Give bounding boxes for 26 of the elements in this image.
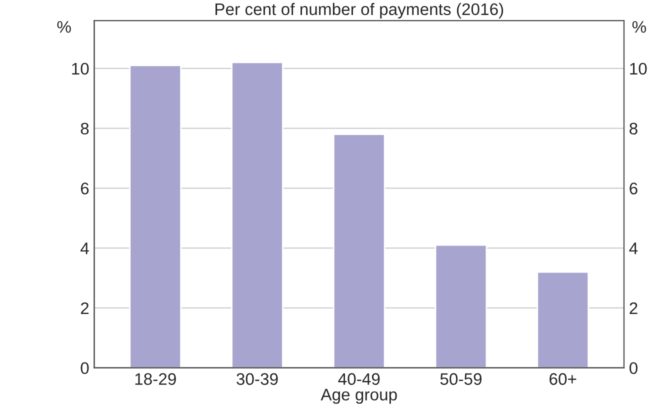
y2-tick-label: 10	[630, 62, 647, 75]
bar	[332, 134, 386, 368]
y-tick-label: 0	[80, 362, 89, 374]
y2-tick-label: 4	[629, 242, 638, 254]
y-tick-label: 10	[72, 62, 89, 75]
x-tick-label: 60+	[550, 373, 576, 385]
x-tick-label: 18-29	[135, 373, 176, 385]
y-tick-label: 4	[80, 242, 89, 254]
bar	[536, 271, 590, 368]
bar	[129, 64, 182, 368]
y-tick-label: 2	[80, 302, 89, 314]
y2-axis-title: %	[632, 21, 646, 33]
y-axis-title: %	[57, 21, 71, 33]
chart-title: Per cent of number of payments (2016)	[216, 2, 504, 18]
y2-tick-label: 0	[630, 362, 638, 374]
x-tick-label: 40-49	[338, 373, 380, 385]
y-tick-label: 6	[80, 182, 89, 194]
y2-tick-label: 2	[630, 302, 638, 314]
y2-tick-label: 8	[630, 122, 638, 135]
x-axis-title: Age group	[320, 388, 397, 404]
y-tick-label: 8	[80, 122, 89, 135]
x-tick-label: 30-39	[236, 373, 278, 385]
x-tick-label: 50-59	[440, 373, 482, 385]
bar	[434, 244, 488, 368]
bar	[231, 62, 284, 368]
y2-tick-label: 6	[630, 182, 638, 194]
